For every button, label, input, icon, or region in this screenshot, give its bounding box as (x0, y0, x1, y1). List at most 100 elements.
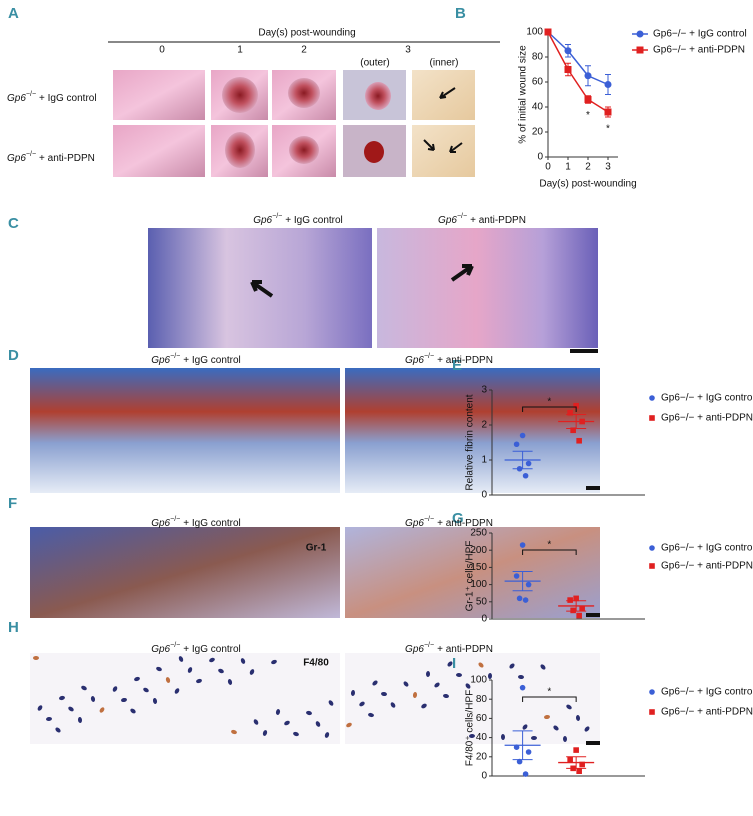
y-axis-label: F4/80⁺ cells/HPF (465, 690, 476, 766)
y-tick-label: 20 (532, 127, 544, 138)
genotype: −/− (424, 516, 434, 523)
x-axis-label: Day(s) post-wounding (539, 179, 636, 190)
nucleus (33, 656, 39, 660)
y-tick-label: 80 (476, 694, 488, 705)
point (516, 758, 523, 765)
panel-f-images (30, 527, 600, 618)
genotype: −/− (424, 642, 434, 649)
gene: Gp6 (405, 644, 424, 655)
view-label: (inner) (430, 58, 459, 69)
nucleus (231, 729, 237, 735)
gene: Gp6 (405, 518, 424, 529)
nucleus (328, 700, 334, 706)
point (513, 441, 520, 448)
point (567, 597, 573, 603)
treatment: + anti-PDPN (437, 355, 493, 366)
panel-label: F (8, 495, 17, 512)
legend-marker (649, 563, 655, 569)
legend-label: Gp6−/− + anti-PDPN (661, 561, 753, 572)
nucleus (447, 661, 453, 667)
nucleus (478, 662, 484, 668)
annotation: * (586, 110, 590, 121)
nucleus (522, 724, 528, 730)
treatment: + anti-PDPN (437, 644, 493, 655)
panel-label: H (8, 619, 19, 636)
nucleus (196, 678, 202, 684)
genotype: −/− (26, 151, 36, 158)
nucleus (90, 696, 96, 702)
nucleus (315, 721, 321, 727)
nucleus (253, 719, 259, 725)
legend-marker (649, 709, 655, 715)
legend-label: Gp6−/− + IgG control (661, 687, 753, 698)
nucleus (275, 709, 281, 715)
nucleus (99, 707, 105, 713)
panel-h-images (30, 653, 600, 745)
point (567, 756, 573, 763)
nucleus (306, 710, 312, 716)
nucleus (284, 720, 290, 726)
gene: Gp6 (7, 93, 26, 104)
gene: Gp6 (151, 518, 170, 529)
nucleus (359, 701, 365, 707)
nucleus (187, 667, 193, 673)
nucleus (500, 734, 506, 740)
nucleus (249, 669, 255, 675)
point (579, 605, 585, 612)
nucleus (178, 656, 184, 662)
nucleus (174, 688, 180, 694)
point (567, 409, 573, 416)
y-tick-label: 0 (481, 490, 487, 501)
panel-label: I (452, 655, 456, 672)
group-label: Gp6−/− + anti-PDPN (438, 213, 526, 226)
nucleus (77, 717, 83, 723)
treatment: + IgG control (183, 518, 241, 529)
significance-bracket (522, 696, 577, 702)
nucleus (262, 730, 268, 736)
nucleus (218, 668, 224, 674)
legend-label: Gp6−/− + IgG control (661, 393, 753, 404)
nucleus (143, 687, 149, 693)
gene: Gp6 (253, 215, 272, 226)
y-tick-label: 50 (476, 596, 488, 607)
error-bar (512, 730, 533, 761)
panel-label: E (452, 357, 462, 374)
y-tick-label: 2 (481, 420, 487, 431)
legend-label: Gp6−/− + anti-PDPN (661, 707, 753, 718)
point (525, 581, 532, 588)
nucleus (487, 673, 493, 679)
group-label: Gp6−/− + IgG control (151, 516, 241, 529)
point (513, 573, 520, 579)
nucleus (544, 714, 550, 720)
x-tick-label: 2 (585, 162, 591, 173)
nucleus (81, 685, 87, 691)
nucleus (390, 702, 396, 708)
legend-label: Gp6−/− + IgG control (661, 543, 753, 554)
point (584, 96, 592, 103)
nucleus (531, 735, 537, 741)
nucleus (121, 697, 127, 703)
nucleus (165, 677, 171, 683)
error-bar (566, 414, 587, 429)
nucleus (209, 657, 215, 663)
group-label: Gp6−/− + anti-PDPN (405, 353, 493, 366)
point (584, 72, 592, 80)
y-tick-label: 150 (470, 562, 487, 573)
significance: * (547, 687, 551, 698)
genotype: −/− (170, 516, 180, 523)
nucleus (412, 692, 418, 698)
point (519, 542, 526, 548)
legend-marker (649, 545, 655, 551)
y-tick-label: 40 (532, 102, 544, 113)
legend-marker (636, 46, 644, 54)
error-bar (566, 600, 587, 612)
nucleus (350, 690, 356, 696)
y-tick-label: 80 (532, 52, 544, 63)
legend-label: Gp6−/− + IgG control (653, 29, 747, 40)
y-tick-label: 0 (481, 614, 487, 625)
y-tick-label: 3 (481, 385, 487, 396)
nucleus (469, 733, 475, 739)
nucleus (509, 663, 515, 669)
nucleus (112, 686, 118, 692)
